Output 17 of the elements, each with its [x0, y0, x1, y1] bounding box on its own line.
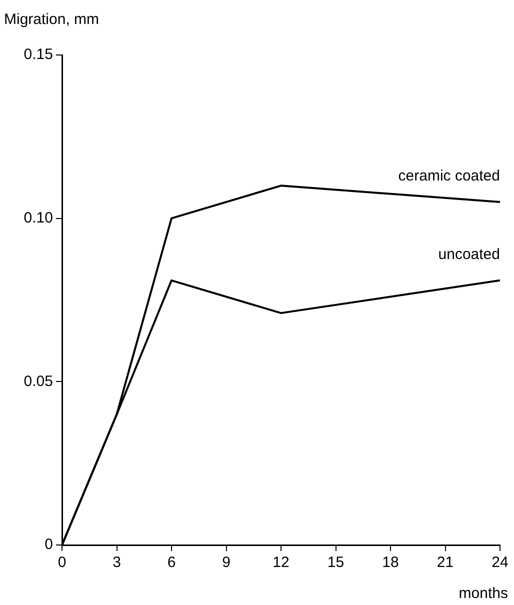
x-tick-label: 21: [436, 554, 454, 572]
y-axis-title: Migration, mm: [4, 11, 100, 28]
x-tick-label: 15: [327, 554, 344, 572]
y-tick-label: 0.05: [24, 372, 53, 390]
x-axis-title: months: [458, 585, 508, 602]
x-tick-label: 12: [272, 554, 290, 572]
series-label: uncoated: [438, 246, 500, 264]
y-tick-label: 0: [44, 536, 53, 554]
y-tick-label: 0.15: [24, 46, 53, 64]
x-tick-label: 0: [58, 554, 66, 572]
x-tick-label: 6: [167, 554, 176, 572]
series-label: ceramic coated: [398, 168, 500, 185]
x-tick-label: 18: [382, 554, 399, 572]
x-tick-label: 9: [222, 554, 230, 572]
x-tick-label: 3: [112, 554, 121, 572]
x-tick-label: 24: [492, 554, 508, 572]
y-tick-label: 0.10: [24, 209, 53, 226]
